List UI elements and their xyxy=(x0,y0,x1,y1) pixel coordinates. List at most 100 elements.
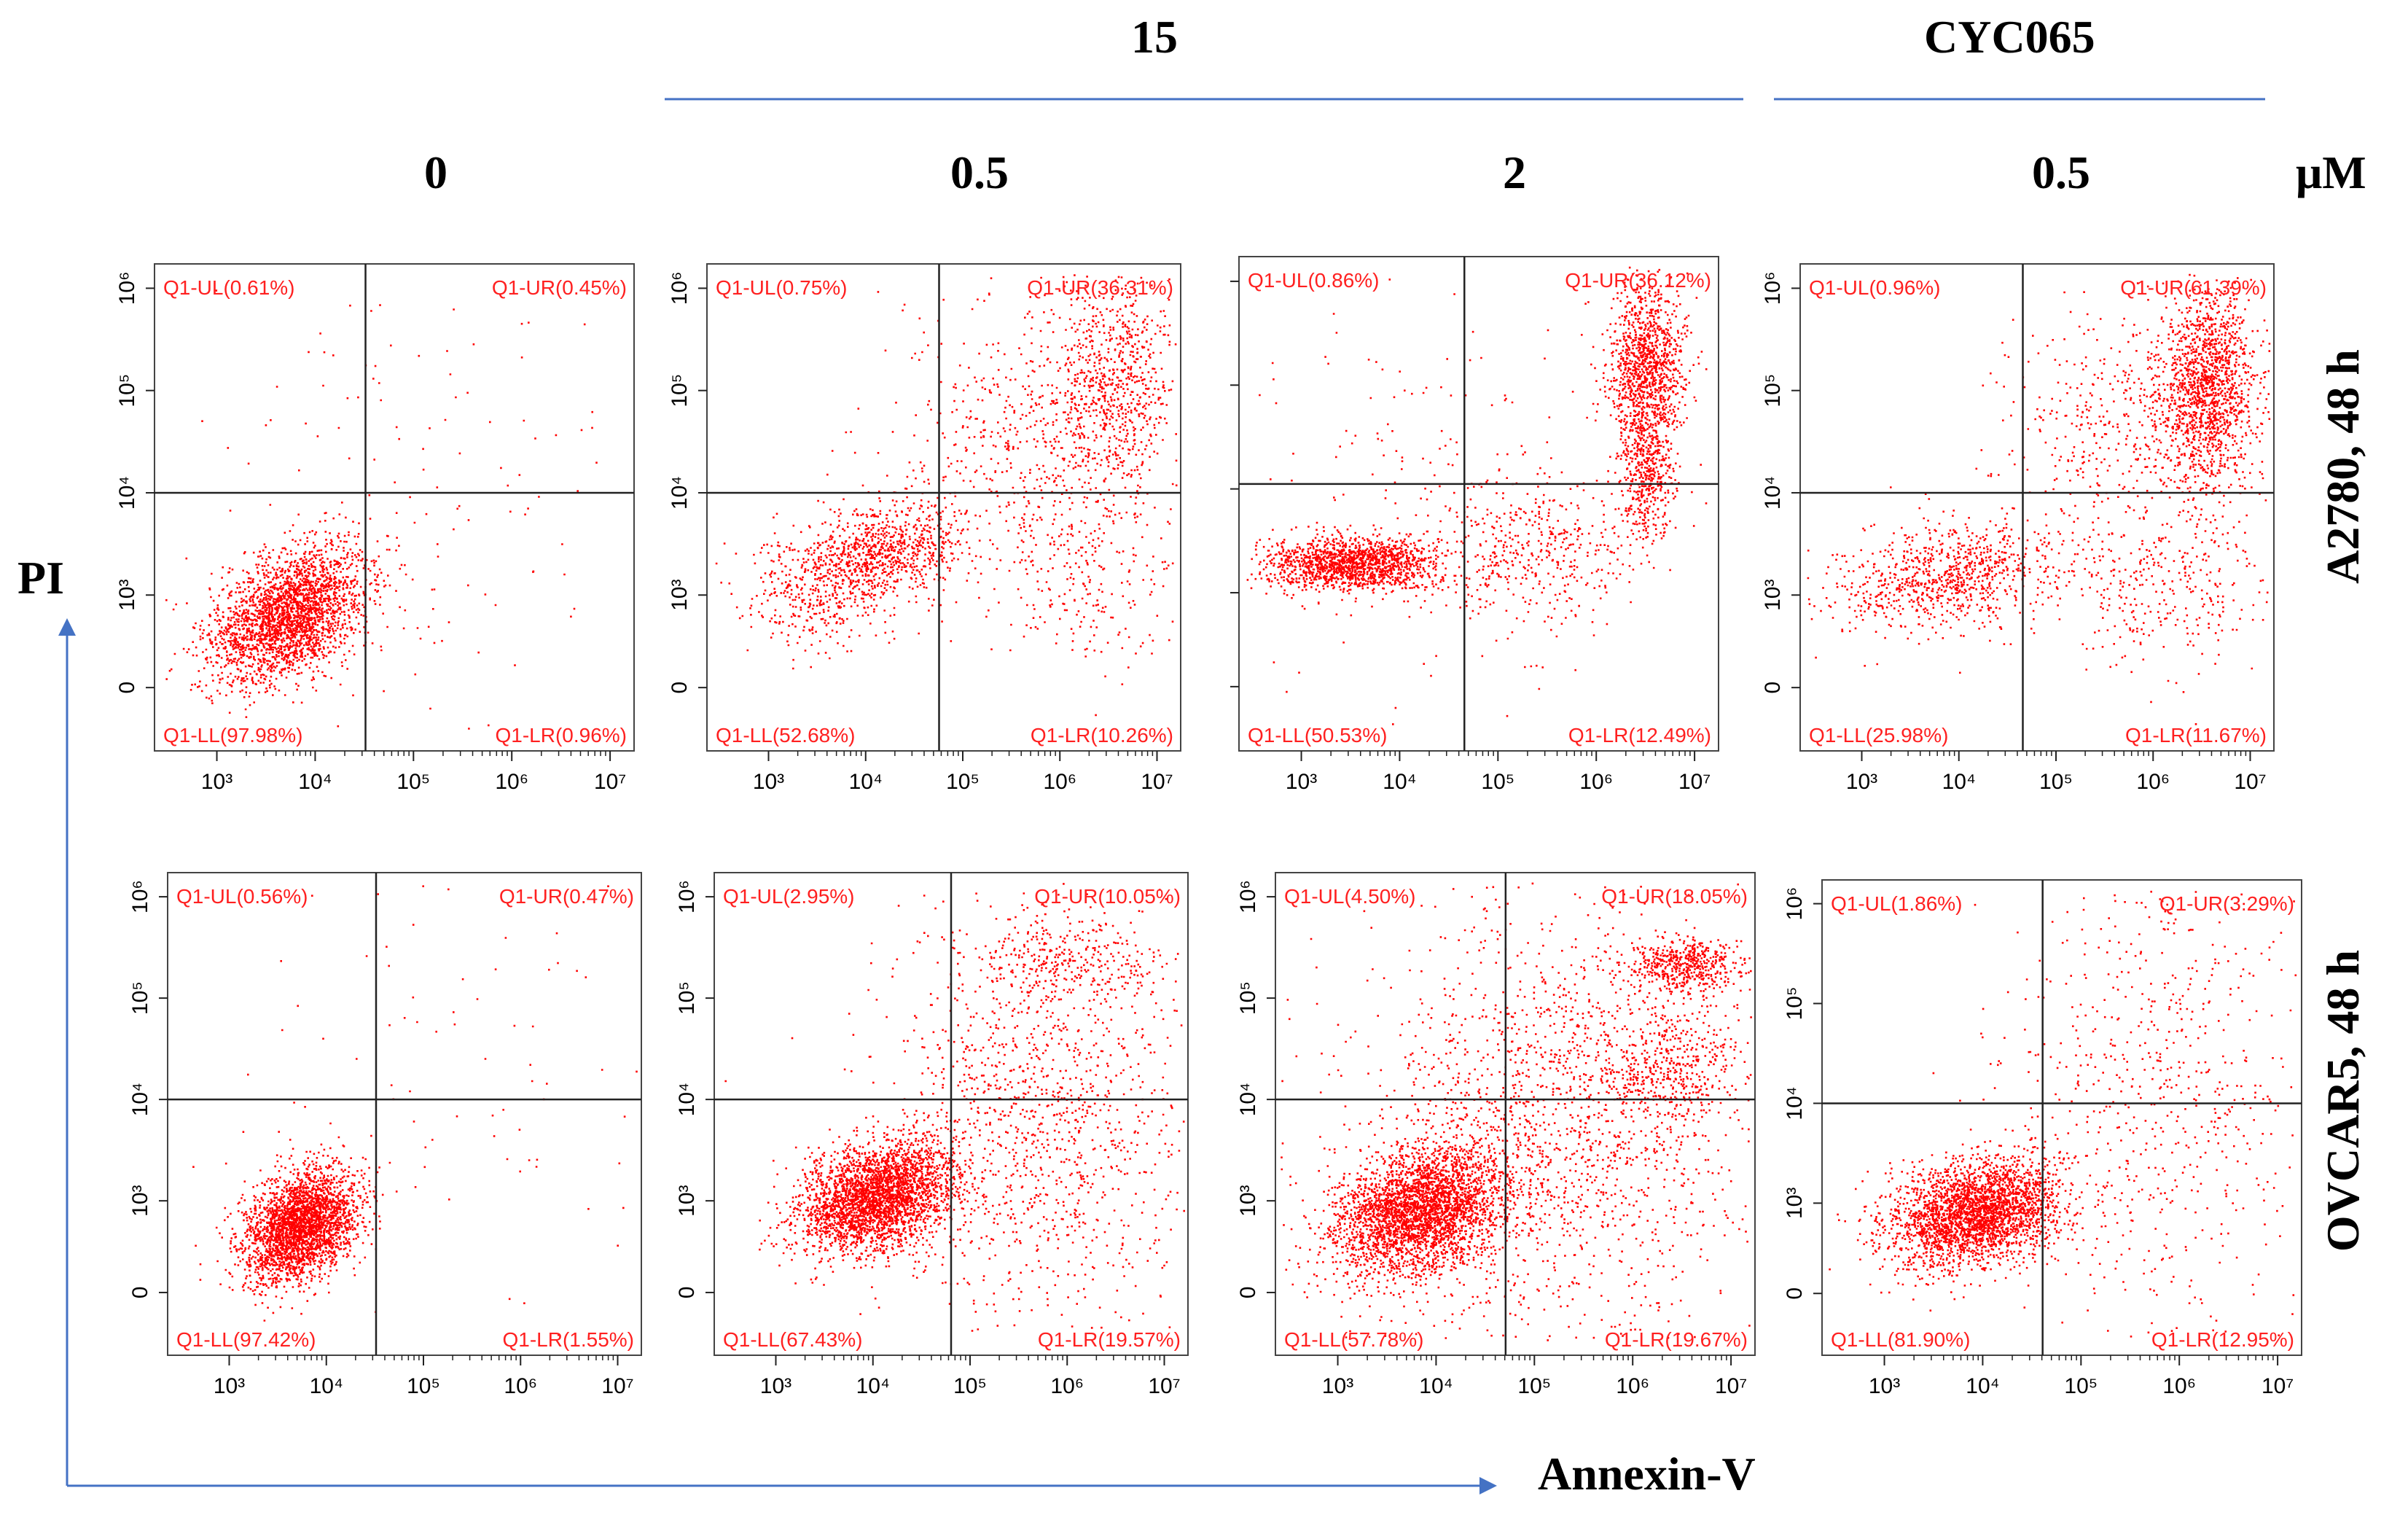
y-tick-label: 10⁵ xyxy=(675,981,699,1015)
x-tick-label: 10⁷ xyxy=(2234,770,2266,794)
plot-frame xyxy=(1799,263,2275,752)
event-dots xyxy=(1246,266,1708,725)
y-tick-label: 0 xyxy=(1236,1287,1260,1299)
quadrant-label-lr: Q1-LR(19.57%) xyxy=(1038,1328,1181,1351)
y-tick-label: 0 xyxy=(675,1287,699,1299)
quadrant-label-ll: Q1-LL(81.90%) xyxy=(1831,1328,1970,1351)
quadrant-label-ul: Q1-UL(2.95%) xyxy=(723,885,855,908)
y-tick-label: 10⁴ xyxy=(675,1083,699,1116)
quadrant-label-ur: Q1-UR(3.29%) xyxy=(2159,892,2294,915)
y-tick-label: 10³ xyxy=(675,1185,699,1216)
y-tick-label: 0 xyxy=(115,682,139,694)
x-tick-label: 10⁶ xyxy=(2136,770,2170,794)
quadrant-label-ll: Q1-LL(67.43%) xyxy=(723,1328,862,1351)
scatter-panel-7: Q1-UL(4.50%) Q1-UR(18.05%) Q1-LL(57.78%) Q1… xyxy=(1236,872,1756,1398)
quadrant-label-ll: Q1-LL(57.78%) xyxy=(1284,1328,1423,1351)
quadrant-label-ul: Q1-UL(0.56%) xyxy=(176,885,308,908)
x-tick-label: 10⁵ xyxy=(953,1374,987,1398)
x-tick-label: 10⁷ xyxy=(2262,1374,2294,1398)
x-tick-label: 10⁵ xyxy=(2064,1374,2098,1398)
y-tick-label: 10⁶ xyxy=(1761,272,1785,305)
scatter-panel-2: Q1-UL(0.75%) Q1-UR(36.31%) Q1-LL(52.68%) Q1… xyxy=(668,263,1181,794)
x-tick-label: 10⁴ xyxy=(1383,770,1416,794)
x-tick-label: 10⁴ xyxy=(1419,1374,1453,1398)
y-tick-label: 10⁵ xyxy=(1236,981,1260,1015)
quadrant-label-lr: Q1-LR(1.55%) xyxy=(502,1328,634,1351)
y-tick-label: 0 xyxy=(128,1287,152,1299)
quadrant-label-ll: Q1-LL(97.42%) xyxy=(176,1328,316,1351)
x-axis-arrow-head xyxy=(1479,1477,1497,1494)
x-tick-label: 10⁷ xyxy=(601,1374,633,1398)
x-tick-label: 10³ xyxy=(760,1374,791,1398)
x-tick-label: 10⁵ xyxy=(407,1374,440,1398)
x-tick-label: 10⁴ xyxy=(849,770,883,794)
y-tick-label: 10⁴ xyxy=(1236,1083,1260,1116)
x-tick-label: 10³ xyxy=(753,770,784,794)
plot-frame xyxy=(1275,872,1756,1356)
quadrant-label-ul: Q1-UL(0.61%) xyxy=(163,276,295,299)
quadrant-label-ur: Q1-UR(0.47%) xyxy=(499,885,634,908)
quadrant-label-ll: Q1-LL(25.98%) xyxy=(1809,724,1948,747)
x-tick-label: 10⁵ xyxy=(1481,770,1514,794)
quadrant-label-lr: Q1-LR(0.96%) xyxy=(495,724,627,747)
event-dots xyxy=(192,885,638,1336)
x-tick-label: 10⁶ xyxy=(1616,1374,1649,1398)
x-tick-label: 10⁴ xyxy=(310,1374,343,1398)
quadrant-label-ur: Q1-UR(36.31%) xyxy=(1027,276,1173,299)
y-tick-label: 10⁶ xyxy=(1236,880,1260,913)
quadrant-label-ur: Q1-UR(18.05%) xyxy=(1601,885,1748,908)
y-axis-arrow-head xyxy=(58,618,76,636)
y-tick-label: 10⁶ xyxy=(1783,887,1807,921)
x-tick-label: 10⁴ xyxy=(1942,770,1976,794)
x-tick-label: 10⁵ xyxy=(396,770,430,794)
row-label-ovcar5: OVCAR5, 48 h xyxy=(2317,949,2369,1252)
scatter-panel-5: Q1-UL(0.56%) Q1-UR(0.47%) Q1-LL(97.42%) Q1-… xyxy=(128,872,642,1398)
quadrant-label-ul: Q1-UL(4.50%) xyxy=(1284,885,1416,908)
quadrant-label-ul: Q1-UL(0.75%) xyxy=(716,276,848,299)
x-tick-label: 10⁴ xyxy=(856,1374,890,1398)
x-tick-label: 10⁵ xyxy=(1517,1374,1551,1398)
conc-label-3: 0.5 xyxy=(2032,147,2090,198)
y-tick-label: 10³ xyxy=(115,580,139,611)
conc-label-1: 0.5 xyxy=(950,147,1009,198)
x-tick-label: 10³ xyxy=(1322,1374,1353,1398)
quadrant-label-ur: Q1-UR(36.12%) xyxy=(1565,269,1711,292)
y-tick-label: 0 xyxy=(668,682,692,694)
y-tick-label: 10⁵ xyxy=(115,374,139,408)
y-tick-label: 10³ xyxy=(1761,580,1785,611)
quadrant-label-ll: Q1-LL(50.53%) xyxy=(1248,724,1387,747)
x-tick-label: 10⁴ xyxy=(1966,1374,1999,1398)
quadrant-label-ur: Q1-UR(61.39%) xyxy=(2120,276,2267,299)
plot-frame xyxy=(1821,879,2302,1356)
quadrant-label-ur: Q1-UR(0.45%) xyxy=(492,276,627,299)
panels: Q1-UL(0.61%) Q1-UR(0.45%) Q1-LL(97.98%) Q1-… xyxy=(115,256,2302,1398)
conc-label-2: 2 xyxy=(1503,147,1526,198)
y-tick-label: 10⁴ xyxy=(128,1083,152,1116)
x-tick-label: 10⁶ xyxy=(1043,770,1076,794)
x-tick-label: 10⁷ xyxy=(594,770,626,794)
x-tick-label: 10³ xyxy=(1869,1374,1900,1398)
y-tick-label: 10⁵ xyxy=(1783,987,1807,1021)
plot-frame xyxy=(167,872,642,1356)
y-tick-label: 10⁵ xyxy=(668,374,692,408)
y-tick-label: 10⁵ xyxy=(128,981,152,1015)
y-tick-label: 0 xyxy=(1761,682,1785,694)
quadrant-label-lr: Q1-LR(19.67%) xyxy=(1605,1328,1748,1351)
x-tick-label: 10⁶ xyxy=(495,770,528,794)
y-tick-label: 10³ xyxy=(668,580,692,611)
y-tick-label: 10⁶ xyxy=(115,272,139,305)
event-dots xyxy=(1281,882,1752,1341)
x-tick-label: 10⁶ xyxy=(1579,770,1613,794)
x-tick-label: 10⁷ xyxy=(1148,1374,1180,1398)
x-tick-label: 10⁶ xyxy=(504,1374,537,1398)
y-tick-label: 10³ xyxy=(1236,1185,1260,1216)
row-label-a2780: A2780, 48 h xyxy=(2317,349,2369,584)
event-dots xyxy=(715,274,1178,717)
x-tick-label: 10⁷ xyxy=(1678,770,1711,794)
quadrant-label-lr: Q1-LR(12.49%) xyxy=(1568,724,1711,747)
y-tick-label: 10⁴ xyxy=(1783,1086,1807,1120)
event-dots xyxy=(165,289,598,730)
scatter-panel-6: Q1-UL(2.95%) Q1-UR(10.05%) Q1-LL(67.43%) Q1… xyxy=(675,872,1189,1398)
